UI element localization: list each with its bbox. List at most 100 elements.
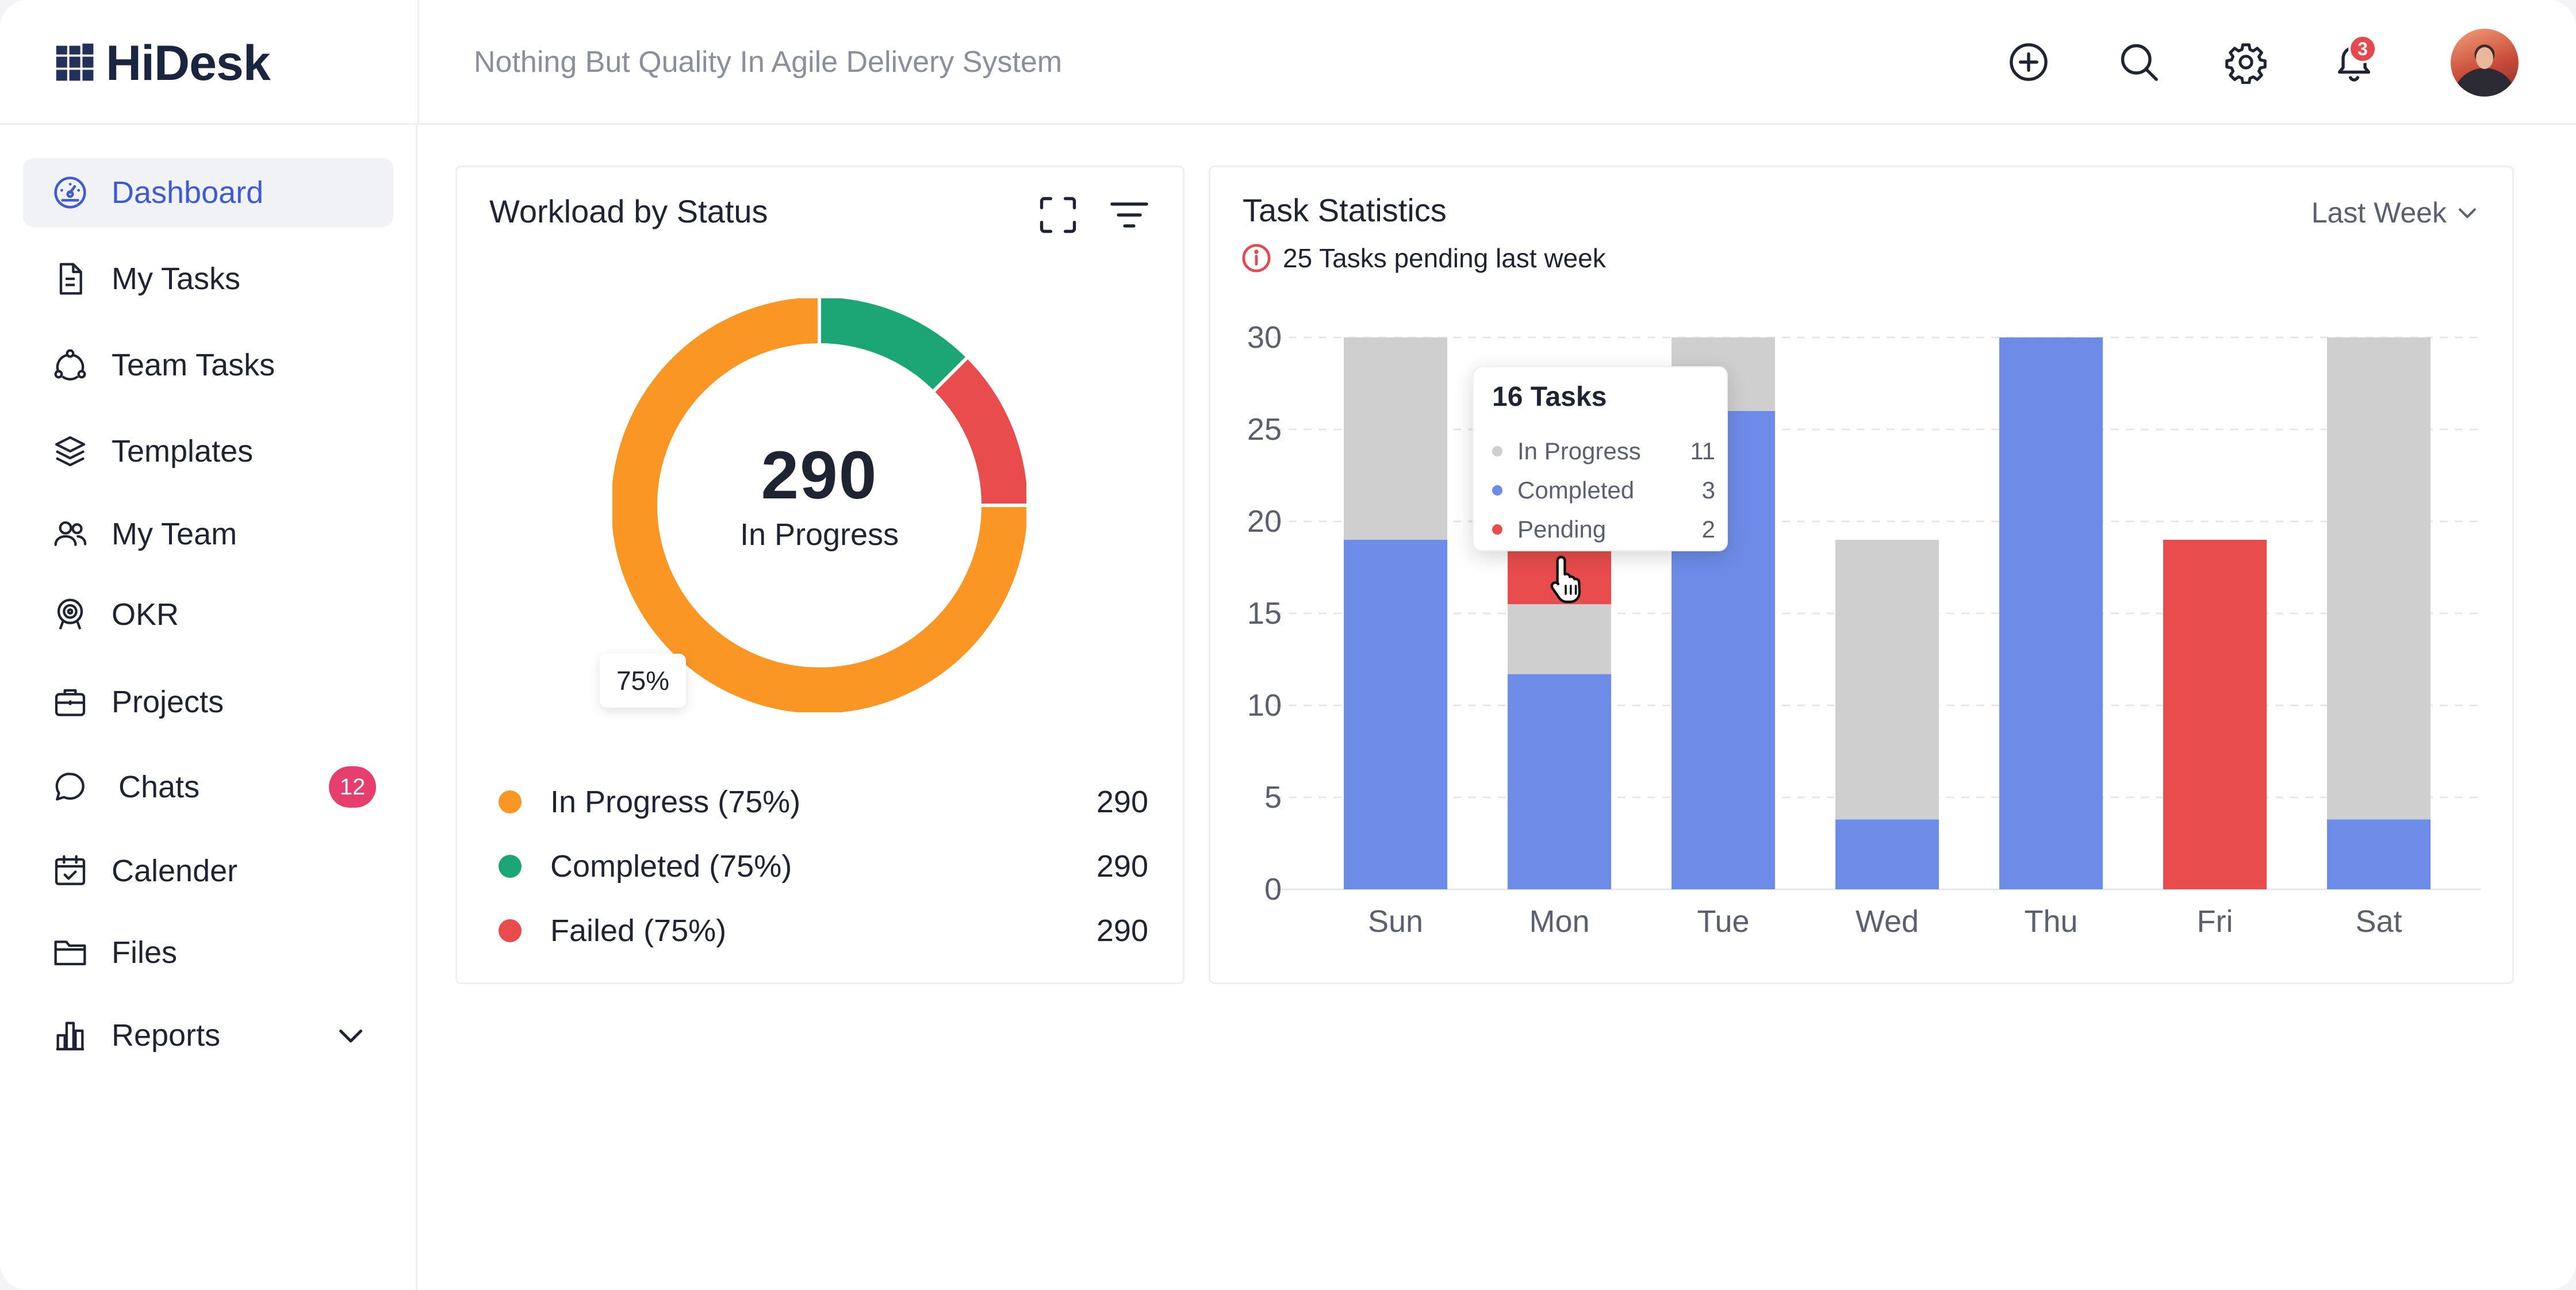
- sidebar-item-reports[interactable]: Reports: [23, 1001, 393, 1070]
- tooltip-row-value: 11: [1690, 437, 1715, 464]
- sidebar-item-label: Calender: [112, 854, 238, 888]
- sidebar-item-label: Dashboard: [112, 175, 264, 210]
- fullscreen-icon: [1040, 197, 1076, 233]
- gear-icon: [2225, 43, 2267, 84]
- sidebar-item-label: My Team: [112, 517, 237, 551]
- legend-label: In Progress (75%): [550, 785, 801, 819]
- header-divider: [417, 0, 419, 125]
- bar-sat-in-progress[interactable]: [2327, 337, 2431, 820]
- sidebar-item-projects[interactable]: Projects: [23, 667, 393, 736]
- pending-note-text: 25 Tasks pending last week: [1283, 243, 1606, 273]
- pending-note: 25 Tasks pending last week: [1240, 242, 1606, 274]
- legend-dot: [499, 919, 522, 942]
- bar-chart-icon: [49, 1015, 91, 1056]
- sidebar-item-label: OKR: [112, 597, 179, 632]
- search-icon: [2121, 44, 2158, 81]
- notifications-button[interactable]: 3: [2325, 33, 2383, 91]
- legend-item-failed[interactable]: Failed (75%) 290: [499, 908, 1148, 954]
- sidebar-item-my-team[interactable]: My Team: [23, 500, 393, 569]
- document-icon: [49, 258, 91, 300]
- x-tick-label: Fri: [2197, 904, 2233, 939]
- x-tick-label: Sun: [1368, 904, 1423, 939]
- donut-separator: [931, 356, 969, 393]
- top-header: HiDesk Nothing But Quality In Agile Deli…: [0, 0, 2576, 125]
- sidebar-item-chats[interactable]: Chats 12: [23, 752, 393, 821]
- sidebar-item-label: My Tasks: [112, 262, 241, 296]
- filter-icon: [1110, 202, 1148, 228]
- search-button[interactable]: [2110, 33, 2168, 91]
- tooltip-row-pending: Pending 2: [1492, 512, 1715, 547]
- layers-icon: [49, 431, 91, 472]
- brand-name: HiDesk: [106, 35, 271, 91]
- legend-dot: [499, 855, 522, 878]
- settings-button[interactable]: [2217, 33, 2275, 91]
- sidebar-item-my-tasks[interactable]: My Tasks: [23, 244, 393, 313]
- x-tick-label: Sat: [2355, 904, 2402, 939]
- legend-label: Completed (75%): [550, 849, 792, 884]
- x-tick-label: Tue: [1697, 904, 1749, 939]
- add-circle-icon: [2010, 43, 2048, 81]
- sidebar-item-templates[interactable]: Templates: [23, 417, 393, 486]
- workload-donut-chart[interactable]: [612, 298, 1026, 712]
- bar-mon-completed[interactable]: [1508, 674, 1611, 889]
- y-tick-label: 25: [1247, 412, 1282, 447]
- tooltip-row-value: 2: [1701, 516, 1715, 543]
- sidebar-item-dashboard[interactable]: Dashboard: [23, 158, 393, 227]
- sidebar-item-okr[interactable]: OKR: [23, 580, 393, 649]
- task-statistics-bar-chart[interactable]: 0 5 10 15 20 25 30 Sun Mon Tue Wed Thu Fri Sat: [1210, 167, 2516, 986]
- task-statistics-card: 0 5 10 15 20 25 30 Sun Mon Tue Wed Thu Fri Sat Task S…: [1209, 166, 2514, 984]
- tooltip-dot: [1492, 485, 1502, 496]
- legend-label: Failed (75%): [550, 913, 727, 948]
- bar-wed-completed[interactable]: [1835, 819, 1939, 889]
- tooltip-row-label: Completed: [1517, 477, 1635, 504]
- brand-logo[interactable]: HiDesk: [54, 36, 271, 91]
- chats-unread-badge: 12: [329, 766, 376, 808]
- y-tick-label: 5: [1264, 780, 1282, 815]
- sidebar-item-label: Files: [112, 935, 178, 970]
- bar-thu-completed[interactable]: [1999, 337, 2103, 889]
- legend-dot: [499, 790, 522, 813]
- sidebar: Dashboard My Tasks Team Tasks Templates …: [0, 125, 417, 1290]
- x-tick-label: Wed: [1856, 904, 1919, 939]
- filter-button[interactable]: [1103, 189, 1155, 241]
- tooltip-row-in-progress: In Progress 11: [1492, 434, 1715, 469]
- chevron-down-icon: [2459, 208, 2476, 218]
- bar-sun-in-progress[interactable]: [1344, 337, 1447, 540]
- sidebar-item-label: Projects: [112, 685, 224, 719]
- bar-sat-completed[interactable]: [2327, 819, 2431, 889]
- team-tasks-icon: [49, 344, 91, 386]
- sidebar-item-calender[interactable]: Calender: [23, 836, 393, 905]
- users-icon: [49, 513, 91, 555]
- bar-fri-pending[interactable]: [2163, 540, 2267, 889]
- tooltip-dot: [1492, 524, 1502, 535]
- sidebar-item-label: Chats: [118, 770, 200, 804]
- legend-value: 290: [1096, 913, 1148, 948]
- briefcase-icon: [49, 681, 91, 723]
- tooltip-row-label: Pending: [1517, 516, 1607, 543]
- legend-item-in-progress[interactable]: In Progress (75%) 290: [499, 779, 1148, 825]
- page-tagline: Nothing But Quality In Agile Delivery Sy…: [474, 45, 1063, 79]
- calendar-icon: [49, 850, 91, 892]
- bar-mon-in-progress[interactable]: [1508, 604, 1611, 674]
- add-button[interactable]: [2000, 33, 2057, 91]
- sidebar-item-team-tasks[interactable]: Team Tasks: [23, 331, 393, 400]
- chevron-down-icon[interactable]: [334, 1018, 368, 1053]
- tooltip-dot: [1492, 446, 1502, 456]
- user-avatar[interactable]: [2451, 29, 2518, 97]
- tooltip-row-label: In Progress: [1517, 437, 1641, 464]
- date-range-dropdown[interactable]: Last Week: [2312, 196, 2480, 229]
- dashboard-icon: [49, 172, 91, 213]
- bar-wed-in-progress[interactable]: [1835, 540, 1939, 820]
- info-alert-icon: [1242, 244, 1271, 272]
- bar-sun-completed[interactable]: [1344, 540, 1447, 889]
- workload-card: Workload by Status 290 In Progress 75% I…: [455, 166, 1184, 984]
- sidebar-item-label: Reports: [112, 1018, 221, 1053]
- expand-button[interactable]: [1032, 189, 1084, 241]
- chat-icon: [49, 766, 91, 808]
- date-range-value: Last Week: [2311, 197, 2447, 229]
- y-tick-label: 20: [1247, 504, 1282, 539]
- card-title: Workload by Status: [489, 193, 768, 229]
- legend-item-completed[interactable]: Completed (75%) 290: [499, 843, 1148, 889]
- sidebar-item-files[interactable]: Files: [23, 918, 393, 987]
